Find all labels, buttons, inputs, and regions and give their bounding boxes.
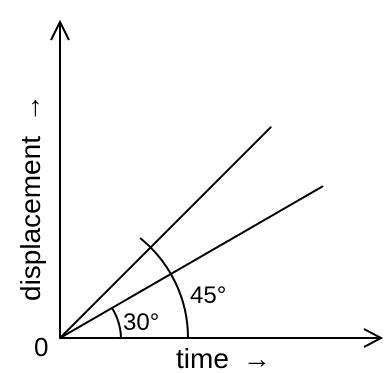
angle-arc-45 bbox=[139, 237, 190, 339]
y-axis-label-arrow: → bbox=[15, 94, 46, 122]
x-axis-label: time → bbox=[176, 343, 271, 373]
y-axis-label: displacement → bbox=[15, 94, 46, 301]
x-axis-label-text: time bbox=[176, 343, 229, 373]
series-layer bbox=[59, 126, 324, 339]
origin-label: 0 bbox=[34, 332, 48, 362]
angle-label-45: 45° bbox=[190, 282, 226, 309]
y-axis-label-text: displacement bbox=[15, 136, 46, 301]
angle-arc-30 bbox=[111, 307, 122, 339]
x-axis-label-arrow: → bbox=[243, 343, 271, 373]
series-line-45deg bbox=[59, 126, 272, 339]
series-line-30deg bbox=[59, 185, 324, 339]
angle-label-30: 30° bbox=[123, 309, 159, 336]
y-axis-arrowhead bbox=[50, 19, 70, 41]
x-axis-arrowhead bbox=[363, 328, 384, 348]
